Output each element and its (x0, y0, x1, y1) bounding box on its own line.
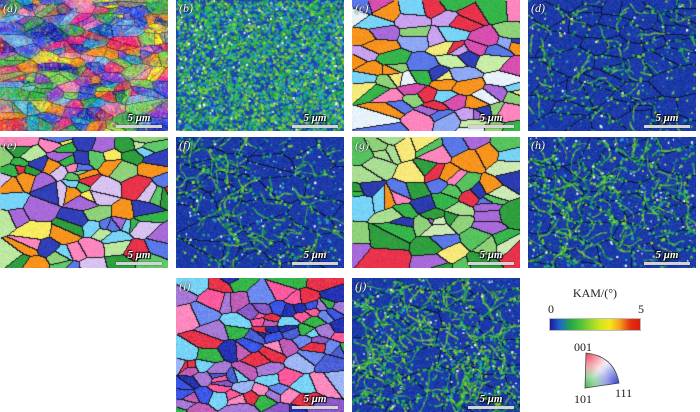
scalebar-label: 5 μm (127, 249, 151, 261)
micrograph-panel-e: (e) 5 μm (0, 137, 168, 268)
panel-label-f: (f) (179, 138, 191, 152)
panel-label-a: (a) (3, 1, 17, 15)
kam-colorbar (550, 319, 640, 330)
ipf-map-i (176, 278, 344, 412)
panel-label-i: (i) (179, 279, 191, 293)
kam-scale-title: KAM/(°) (572, 286, 618, 300)
scalebar-line (644, 125, 690, 128)
scalebar-line (468, 406, 514, 409)
kam-map-j (352, 278, 520, 412)
ipf-corner-111: 111 (615, 386, 633, 400)
scalebar-e: 5 μm (116, 249, 162, 265)
panel-label-g: (g) (355, 138, 369, 152)
scalebar-d: 5 μm (644, 112, 690, 128)
micrograph-panel-f: (f) 5 μm (176, 137, 344, 268)
panel-label-b: (b) (179, 1, 193, 15)
scalebar-b: 5 μm (292, 112, 338, 128)
scalebar-label: 5 μm (479, 249, 503, 261)
micrograph-panel-g: (g) 5 μm (352, 137, 520, 268)
scalebar-g: 5 μm (468, 249, 514, 265)
kam-max-label: 5 (638, 302, 644, 316)
kam-map-b (176, 0, 344, 131)
scalebar-j: 5 μm (468, 393, 514, 409)
figure-legend: KAM/(°) 0 5 001 (528, 278, 700, 412)
scalebar-line (292, 406, 338, 409)
micrograph-panel-j: (j) 5 μm (352, 278, 520, 412)
scalebar-line (116, 125, 162, 128)
scalebar-line (292, 125, 338, 128)
scalebar-line (116, 262, 162, 265)
scalebar-label: 5 μm (303, 112, 327, 124)
micrograph-panel-i: (i) 5 μm (176, 278, 344, 412)
scalebar-a: 5 μm (116, 112, 162, 128)
panel-label-e: (e) (3, 138, 17, 152)
micrograph-panel-h: (h) 5 μm (528, 137, 696, 268)
ipf-map-g (352, 137, 520, 268)
scalebar-label: 5 μm (655, 112, 679, 124)
kam-map-f (176, 137, 344, 268)
scalebar-label: 5 μm (479, 112, 503, 124)
ipf-corner-001: 001 (574, 340, 592, 354)
scalebar-line (468, 262, 514, 265)
scalebar-label: 5 μm (655, 249, 679, 261)
scalebar-label: 5 μm (127, 112, 151, 124)
ipf-color-key: 001 101 (528, 336, 700, 412)
panel-label-h: (h) (531, 138, 545, 152)
kam-map-h (528, 137, 696, 268)
scalebar-line (644, 262, 690, 265)
micrograph-panel-b: (b) 5 μm (176, 0, 344, 131)
scalebar-h: 5 μm (644, 249, 690, 265)
panel-label-j: (j) (355, 279, 367, 293)
ipf-map-e (0, 137, 168, 268)
ipf-map-a (0, 0, 168, 131)
panel-label-d: (d) (531, 1, 545, 15)
ipf-map-c (352, 0, 520, 131)
scalebar-label: 5 μm (479, 393, 503, 405)
scalebar-line (468, 125, 514, 128)
scalebar-f: 5 μm (292, 249, 338, 265)
scalebar-label: 5 μm (303, 249, 327, 261)
micrograph-panel-d: (d) 5 μm (528, 0, 696, 131)
panel-label-c: (c) (355, 1, 369, 15)
scalebar-line (292, 262, 338, 265)
scalebar-i: 5 μm (292, 393, 338, 409)
kam-scale-ends: 0 5 (548, 302, 644, 317)
scalebar-c: 5 μm (468, 112, 514, 128)
micrograph-panel-c: (c) 5 μm (352, 0, 520, 131)
kam-min-label: 0 (548, 302, 554, 316)
micrograph-panel-a: (a) 5 μm (0, 0, 168, 131)
kam-map-d (528, 0, 696, 131)
ipf-triangle-icon (584, 352, 620, 389)
scalebar-label: 5 μm (303, 393, 327, 405)
ipf-corner-101: 101 (574, 392, 592, 406)
